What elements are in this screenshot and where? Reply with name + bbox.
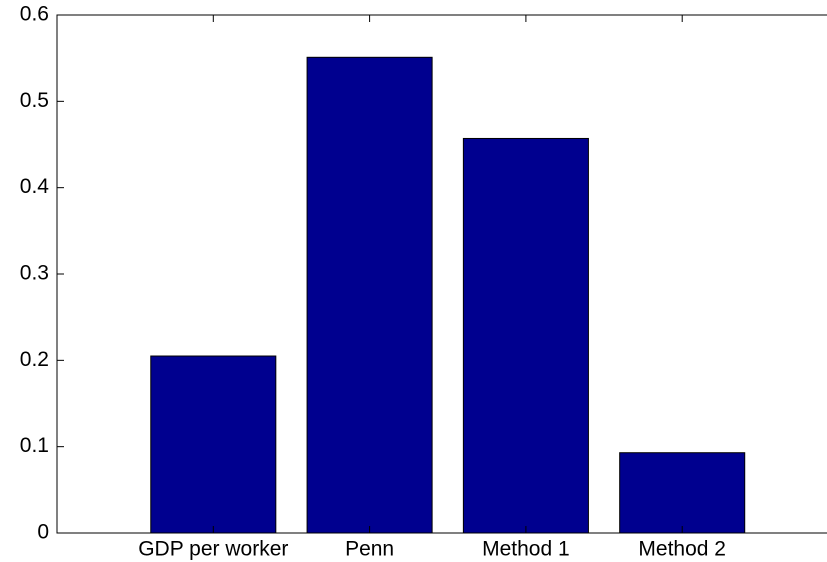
- y-tick-label: 0.2: [20, 348, 49, 371]
- x-tick-label: Method 2: [638, 538, 726, 561]
- y-tick-label: 0.3: [20, 262, 49, 285]
- bar: [619, 452, 746, 534]
- y-tick-label: 0: [37, 521, 49, 544]
- x-tick-label: Method 1: [482, 538, 570, 561]
- x-tick-label: GDP per worker: [138, 538, 288, 561]
- y-tick-label: 0.4: [20, 175, 50, 198]
- y-tick-label: 0.1: [20, 434, 49, 457]
- bar: [150, 355, 277, 534]
- bar: [462, 137, 589, 534]
- y-tick-label: 0.5: [20, 89, 49, 112]
- y-tick-label: 0.6: [20, 3, 49, 26]
- axes-box: [56, 14, 827, 534]
- x-tick-label: Penn: [345, 538, 394, 561]
- bar: [306, 56, 433, 534]
